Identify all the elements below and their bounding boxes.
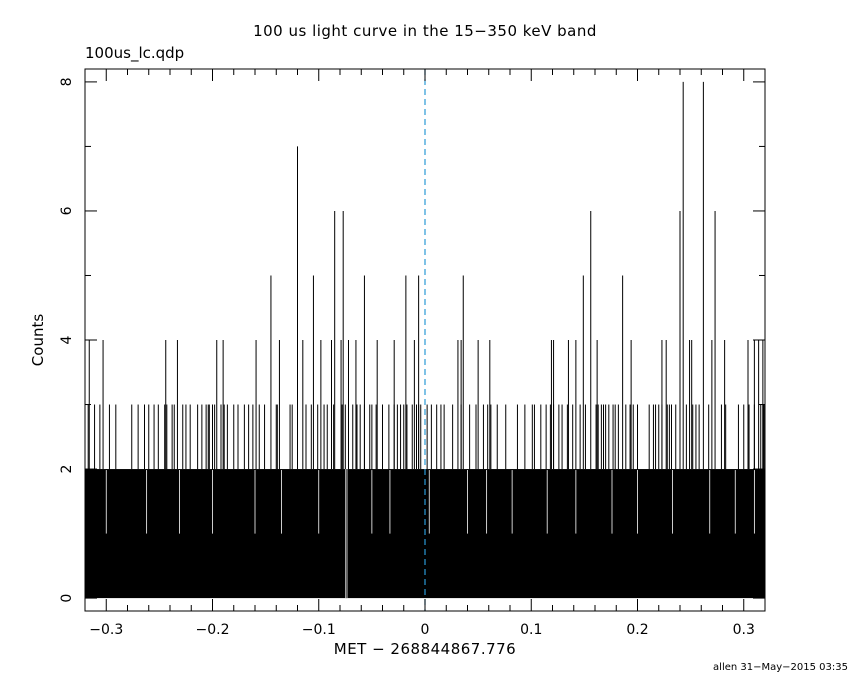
x-tick-label: 0.1 [520, 622, 542, 638]
y-axis-label: Counts [29, 313, 47, 367]
chart-title: 100 us light curve in the 15−350 keV ban… [253, 22, 597, 40]
x-axis-label: MET − 268844867.776 [333, 640, 517, 658]
y-tick-label: 2 [59, 465, 75, 474]
x-tick-label: −0.2 [196, 622, 230, 638]
y-tick-label: 8 [59, 77, 75, 86]
y-tick-label: 4 [59, 335, 75, 344]
x-tick-label: 0.2 [626, 622, 648, 638]
x-tick-label: −0.1 [302, 622, 336, 638]
y-tick-label: 6 [59, 206, 75, 215]
x-tick-label: 0 [421, 622, 430, 638]
tick-labels-group: −0.3 −0.2 −0.1 0 0.1 0.2 0.3 0 2 4 6 8 [59, 77, 755, 638]
x-tick-label: 0.3 [733, 622, 755, 638]
x-tick-label: −0.3 [89, 622, 123, 638]
y-tick-label: 0 [59, 594, 75, 603]
ticks-group [84, 69, 766, 611]
credit-footer: allen 31−May−2015 03:35 [713, 662, 848, 673]
chart-subtitle: 100us_lc.qdp [85, 44, 185, 62]
